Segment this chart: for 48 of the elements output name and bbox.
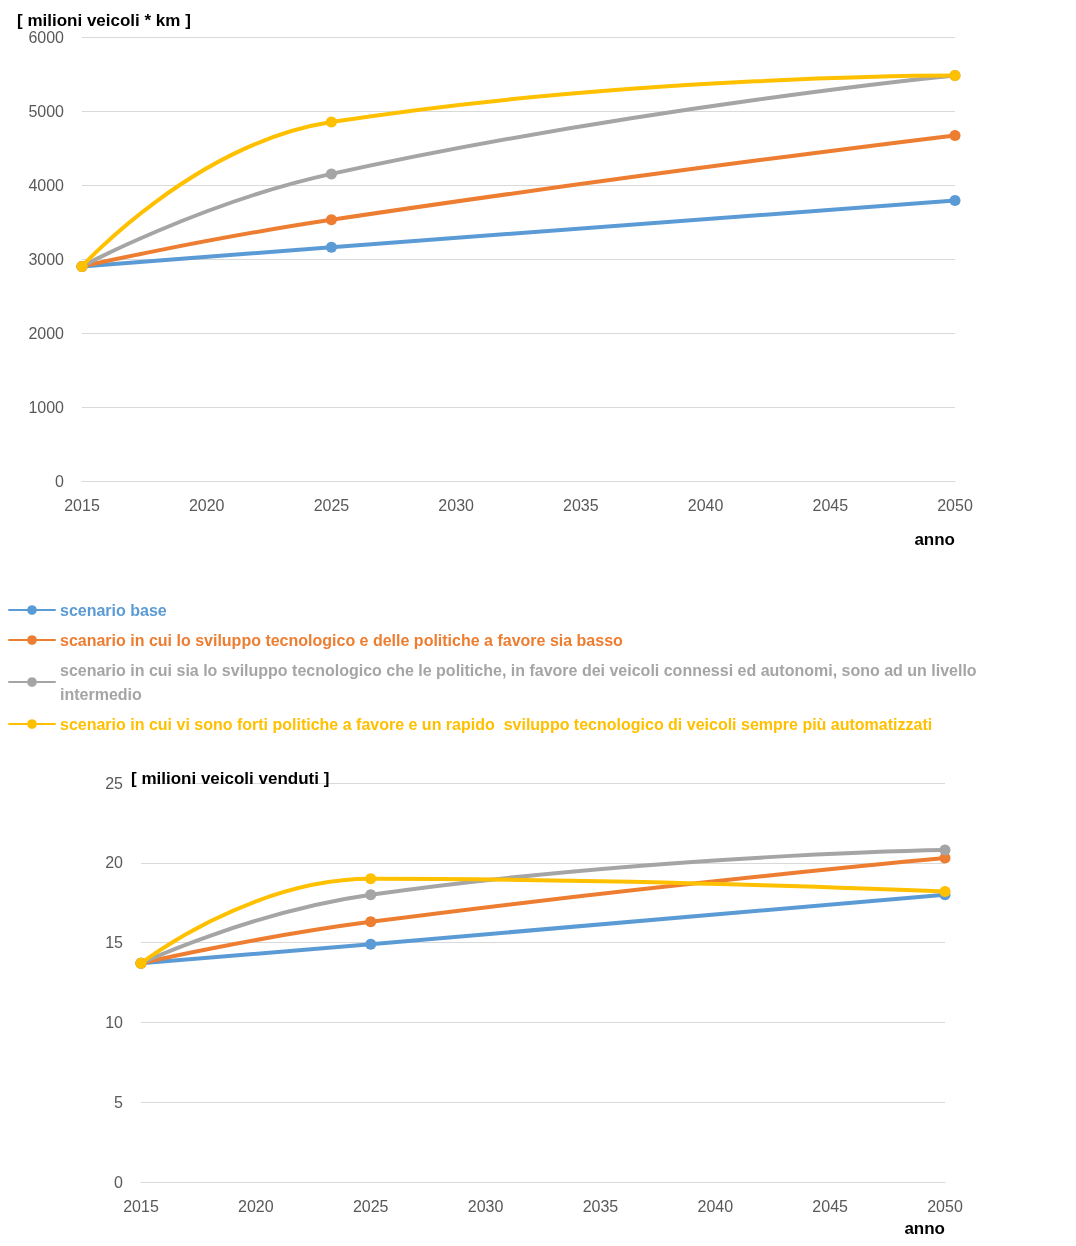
x-tick-label: 2040	[687, 496, 724, 514]
x-tick-label: 2015	[64, 496, 100, 514]
legend-label: scenario in cui vi sono forti politiche a favore e un rapido sviluppo tecnologico di veicoli sempre più automatizzati	[60, 715, 933, 733]
point	[365, 938, 377, 950]
y-tick-label: 25	[105, 774, 124, 792]
legend-label: scenario in cui sia lo sviluppo tecnologico che le politiche, in favore dei veicoli connessi ed autonomi, sono ad un livello intermedio	[60, 661, 982, 703]
x-tick-label: 2030	[438, 496, 475, 514]
x-tick-label: 2025	[313, 496, 350, 514]
x-tick-label: 2025	[352, 1197, 389, 1215]
y-tick-label: 3000	[28, 250, 65, 268]
y-tick-label: 10	[105, 1013, 124, 1031]
point	[365, 889, 377, 901]
x-tick-label: 2020	[238, 1197, 274, 1215]
point	[365, 916, 377, 928]
y-tick-label: 5000	[28, 102, 65, 120]
x-tick-label: 2045	[812, 1197, 849, 1215]
x-tick-label: 2035	[563, 496, 599, 514]
x-tick-label: 2035	[582, 1197, 619, 1215]
legend-label: scenario base	[60, 601, 167, 619]
point	[939, 844, 951, 856]
point	[325, 168, 337, 180]
y-axis-title: [ milioni veicoli venduti ]	[131, 769, 330, 788]
point	[949, 195, 961, 207]
y-tick-label: 5	[114, 1093, 124, 1111]
x-tick-label: 2045	[812, 496, 849, 514]
y-axis-title: [ milioni veicoli * km ]	[17, 11, 191, 31]
point	[325, 116, 337, 128]
x-tick-label: 2015	[123, 1197, 159, 1215]
x-tick-label: 2040	[697, 1197, 734, 1215]
point	[325, 214, 337, 226]
point	[325, 241, 337, 253]
y-tick-label: 2000	[28, 324, 65, 342]
x-axis-title: anno	[904, 1219, 945, 1238]
point	[949, 129, 961, 141]
x-tick-label: 2050	[937, 496, 973, 514]
y-tick-label: 15	[105, 934, 124, 952]
y-tick-label: 0	[114, 1173, 124, 1191]
y-tick-label: 20	[105, 854, 124, 872]
point	[365, 873, 377, 885]
y-tick-label: 6000	[28, 28, 65, 46]
x-tick-label: 2020	[188, 496, 225, 514]
x-tick-label: 2030	[467, 1197, 504, 1215]
legend-label: scanario in cui lo sviluppo tecnologico e delle politiche a favore sia basso	[60, 631, 624, 649]
y-tick-label: 1000	[28, 398, 65, 416]
x-axis-title: anno	[914, 530, 955, 549]
y-tick-label: 4000	[28, 176, 65, 194]
y-tick-label: 0	[55, 472, 65, 490]
x-tick-label: 2050	[927, 1197, 963, 1215]
